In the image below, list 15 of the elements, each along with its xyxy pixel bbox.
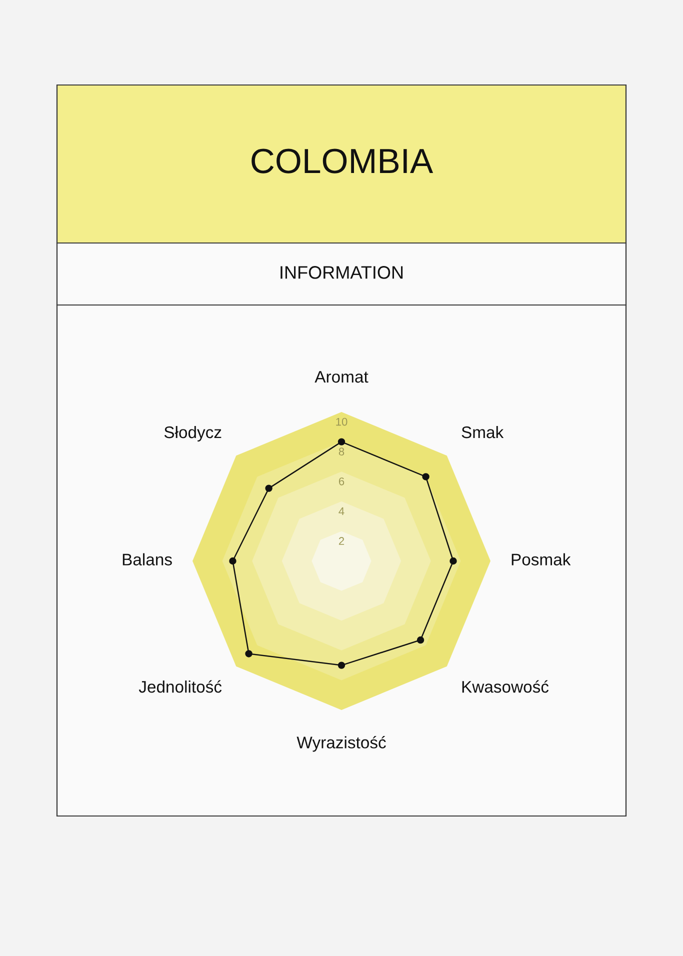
y-tick-label: 2: [338, 537, 344, 545]
spoke-label: Wyrazistość: [296, 736, 386, 752]
spoke-label: Jednolitość: [138, 680, 222, 693]
spoke-label: Kwasowość: [462, 680, 549, 693]
y-tick-label: 10: [336, 418, 348, 426]
spoke-label: Posmak: [512, 553, 571, 566]
spoke-label: Balans: [122, 553, 172, 566]
y-tick-label: 4: [338, 507, 344, 516]
chart-title: COLOMBIA: [252, 148, 434, 174]
y-tick-label: 8: [338, 448, 344, 456]
spoke-label: Aromat: [314, 371, 368, 383]
spoke-label: Słodycz: [164, 426, 222, 442]
spoke-label: Smak: [462, 426, 504, 438]
chart-subtitle: INFORMATION: [280, 266, 403, 279]
y-tick-label: 6: [338, 477, 344, 486]
